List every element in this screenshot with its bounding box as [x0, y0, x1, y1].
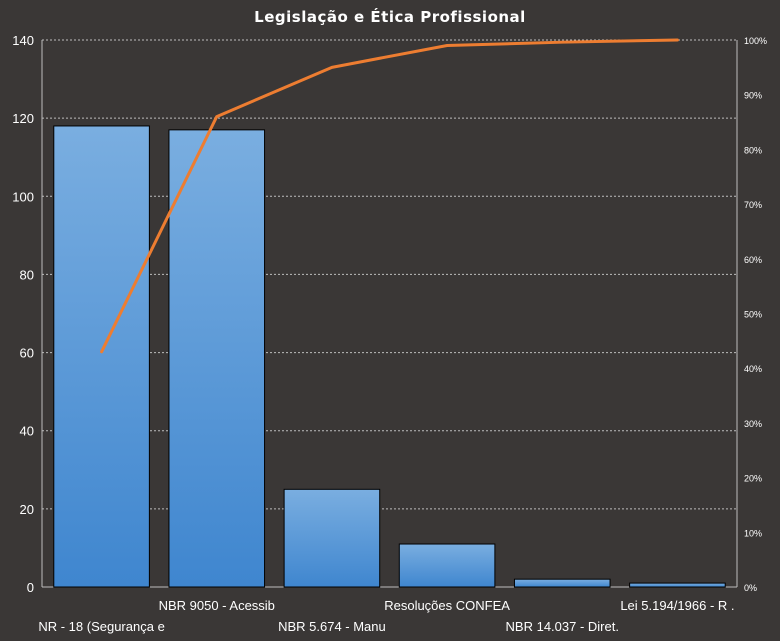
- y-tick-label: 120: [12, 111, 34, 126]
- y2-tick-label: 30%: [744, 419, 762, 429]
- bar: [513, 578, 611, 588]
- chart-title: Legislação e Ética Profissional: [254, 7, 526, 26]
- y-tick-label: 80: [20, 267, 34, 282]
- bar: [168, 129, 266, 588]
- y-tick-label: 100: [12, 189, 34, 204]
- x-tick-label: Lei 5.194/1966 - R .: [620, 598, 734, 613]
- y-tick-label: 0: [27, 580, 34, 595]
- y2-tick-label: 80%: [744, 145, 762, 155]
- y2-tick-label: 0%: [744, 583, 757, 593]
- bar: [629, 582, 726, 588]
- bar-series: [53, 125, 726, 588]
- y-tick-label: 20: [20, 502, 34, 517]
- y-tick-label: 40: [20, 424, 34, 439]
- cumulative-percent-line: [100, 38, 679, 354]
- y2-tick-label: 100%: [744, 36, 767, 46]
- bar: [283, 488, 381, 588]
- y2-tick-label: 60%: [744, 255, 762, 265]
- bar: [398, 543, 496, 588]
- x-tick-label: NBR 14.037 - Diret.: [506, 619, 619, 634]
- left-y-axis: 0 20 40 60 80 100 120 140: [12, 33, 34, 595]
- x-tick-label: Resoluções CONFEA: [384, 598, 510, 613]
- y2-tick-label: 50%: [744, 310, 762, 320]
- bar: [53, 125, 150, 588]
- y2-tick-label: 90%: [744, 91, 762, 101]
- y-tick-label: 60: [20, 346, 34, 361]
- x-tick-label: NR - 18 (Segurança e: [38, 619, 164, 634]
- right-y-axis: 0% 10% 20% 30% 40% 50% 60% 70% 80% 90% 100%: [744, 36, 767, 593]
- y2-tick-label: 40%: [744, 364, 762, 374]
- x-tick-label: NBR 5.674 - Manu: [278, 619, 386, 634]
- x-tick-label: NBR 9050 - Acessib: [159, 598, 275, 613]
- y-tick-label: 140: [12, 33, 34, 48]
- y2-tick-label: 10%: [744, 528, 762, 538]
- y2-tick-label: 70%: [744, 200, 762, 210]
- gridlines: [41, 39, 738, 588]
- cumulative-line-series: [100, 38, 679, 354]
- y2-tick-label: 20%: [744, 474, 762, 484]
